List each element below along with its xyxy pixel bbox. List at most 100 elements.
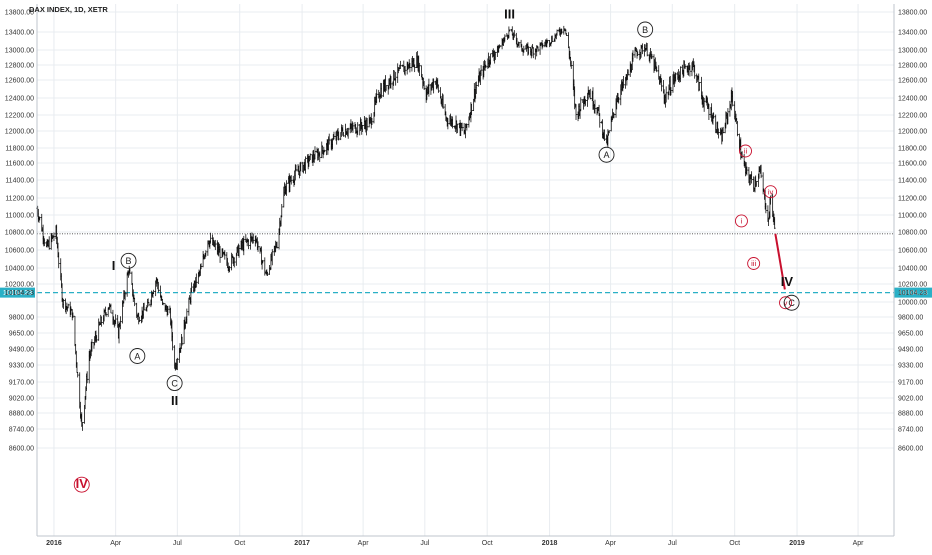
price-bar — [309, 153, 312, 161]
price-bar — [389, 75, 392, 89]
y-tick-label-right: 11400.00 — [898, 178, 927, 185]
price-bar — [342, 131, 345, 137]
price-bar — [187, 297, 190, 316]
price-bar — [518, 42, 521, 48]
price-bar — [622, 75, 625, 89]
price-bar — [209, 232, 212, 244]
price-bar — [722, 126, 725, 134]
wave-label: IV — [73, 476, 90, 493]
y-tick-label-right: 9020.00 — [898, 396, 923, 403]
price-bar — [432, 78, 435, 94]
price-bar — [494, 51, 497, 60]
y-tick-label-left: 9490.00 — [9, 347, 34, 354]
price-bar — [513, 30, 516, 38]
price-bar — [688, 65, 691, 77]
price-bar — [413, 64, 416, 73]
price-bar — [537, 46, 540, 52]
price-bar — [660, 78, 663, 92]
x-tick-label: 2017 — [294, 540, 310, 547]
price-bar — [332, 131, 335, 140]
price-bar — [76, 371, 79, 378]
y-tick-label-left: 11000.00 — [5, 213, 34, 220]
wave-circle — [120, 252, 137, 269]
price-bar — [755, 181, 758, 187]
wave-text: C — [171, 378, 178, 388]
wave-text: v — [784, 298, 788, 307]
price-bar — [394, 71, 397, 86]
y-tick-label-left: 8600.00 — [9, 446, 34, 453]
price-bar — [242, 235, 245, 256]
wave-text: i — [741, 217, 743, 226]
price-bar — [608, 130, 611, 134]
x-tick-label: 2018 — [542, 540, 558, 547]
price-bar — [143, 302, 146, 311]
y-tick-label-left: 12600.00 — [5, 78, 34, 85]
price-bar — [717, 128, 720, 139]
wave-circle — [747, 257, 761, 270]
price-bar — [313, 146, 316, 160]
y-tick-label-left: 10600.00 — [5, 248, 34, 255]
price-bar — [480, 65, 483, 76]
y-tick-label-left: 10104.23 — [5, 290, 34, 297]
price-bar — [285, 180, 288, 196]
price-bar — [399, 60, 402, 69]
price-tag-text: 10104.23 — [3, 290, 32, 297]
price-bar — [560, 28, 563, 34]
y-tick-label-right: 13800.00 — [898, 10, 927, 17]
price-bar — [470, 103, 473, 116]
price-bar — [124, 291, 127, 301]
x-tick-label: 2019 — [789, 540, 805, 547]
price-bar — [73, 315, 76, 347]
y-tick-label-right: 10000.00 — [898, 300, 927, 307]
price-bar — [532, 47, 535, 59]
y-tick-label-right: 12600.00 — [898, 78, 927, 85]
y-tick-label-right: 10104.23 — [898, 290, 927, 297]
price-bar — [703, 97, 706, 112]
price-bar — [356, 122, 359, 135]
wave-label: ii — [739, 144, 752, 158]
price-bar — [130, 271, 133, 285]
price-bar — [238, 244, 241, 258]
price-bar — [176, 357, 179, 371]
price-bar — [684, 64, 687, 69]
price-bar — [693, 64, 696, 79]
wave-label: C — [783, 294, 800, 311]
price-bar — [499, 45, 502, 48]
y-tick-label-right: 9170.00 — [898, 380, 923, 387]
y-tick-label-right: 9650.00 — [898, 331, 923, 338]
x-tick-label: Apr — [853, 540, 865, 547]
price-bar — [195, 273, 198, 288]
y-tick-label-right: 8880.00 — [898, 411, 923, 418]
price-bar — [736, 121, 739, 137]
price-bar — [418, 62, 421, 77]
price-bar — [223, 250, 226, 260]
y-tick-label-right: 9800.00 — [898, 315, 923, 322]
price-bar — [551, 35, 554, 43]
price-bar — [451, 116, 454, 129]
wave-label: A — [598, 146, 615, 163]
wave-text: ii — [744, 147, 748, 156]
y-tick-label-right: 10200.00 — [898, 282, 927, 289]
wave-label: i — [734, 214, 748, 228]
y-tick-label-left: 12400.00 — [5, 96, 34, 103]
price-bar — [257, 241, 260, 252]
price-bar — [465, 123, 468, 131]
wave-label: A — [129, 348, 146, 364]
wave-circle — [764, 185, 778, 199]
price-bar — [304, 156, 307, 174]
wave-label: v — [779, 296, 792, 310]
y-tick-label-right: 10600.00 — [898, 248, 927, 255]
wave-label: B — [637, 21, 654, 38]
price-bar — [157, 281, 160, 293]
wave-text: iv — [768, 187, 774, 196]
price-bar — [631, 50, 634, 62]
price-bar — [408, 62, 411, 73]
y-tick-label-left: 10800.00 — [5, 230, 34, 237]
price-bar — [456, 123, 459, 134]
price-bar — [294, 164, 297, 172]
wave-text: A — [134, 351, 140, 361]
price-bar — [584, 99, 587, 106]
price-bar — [556, 29, 559, 36]
price-bar — [546, 39, 549, 44]
